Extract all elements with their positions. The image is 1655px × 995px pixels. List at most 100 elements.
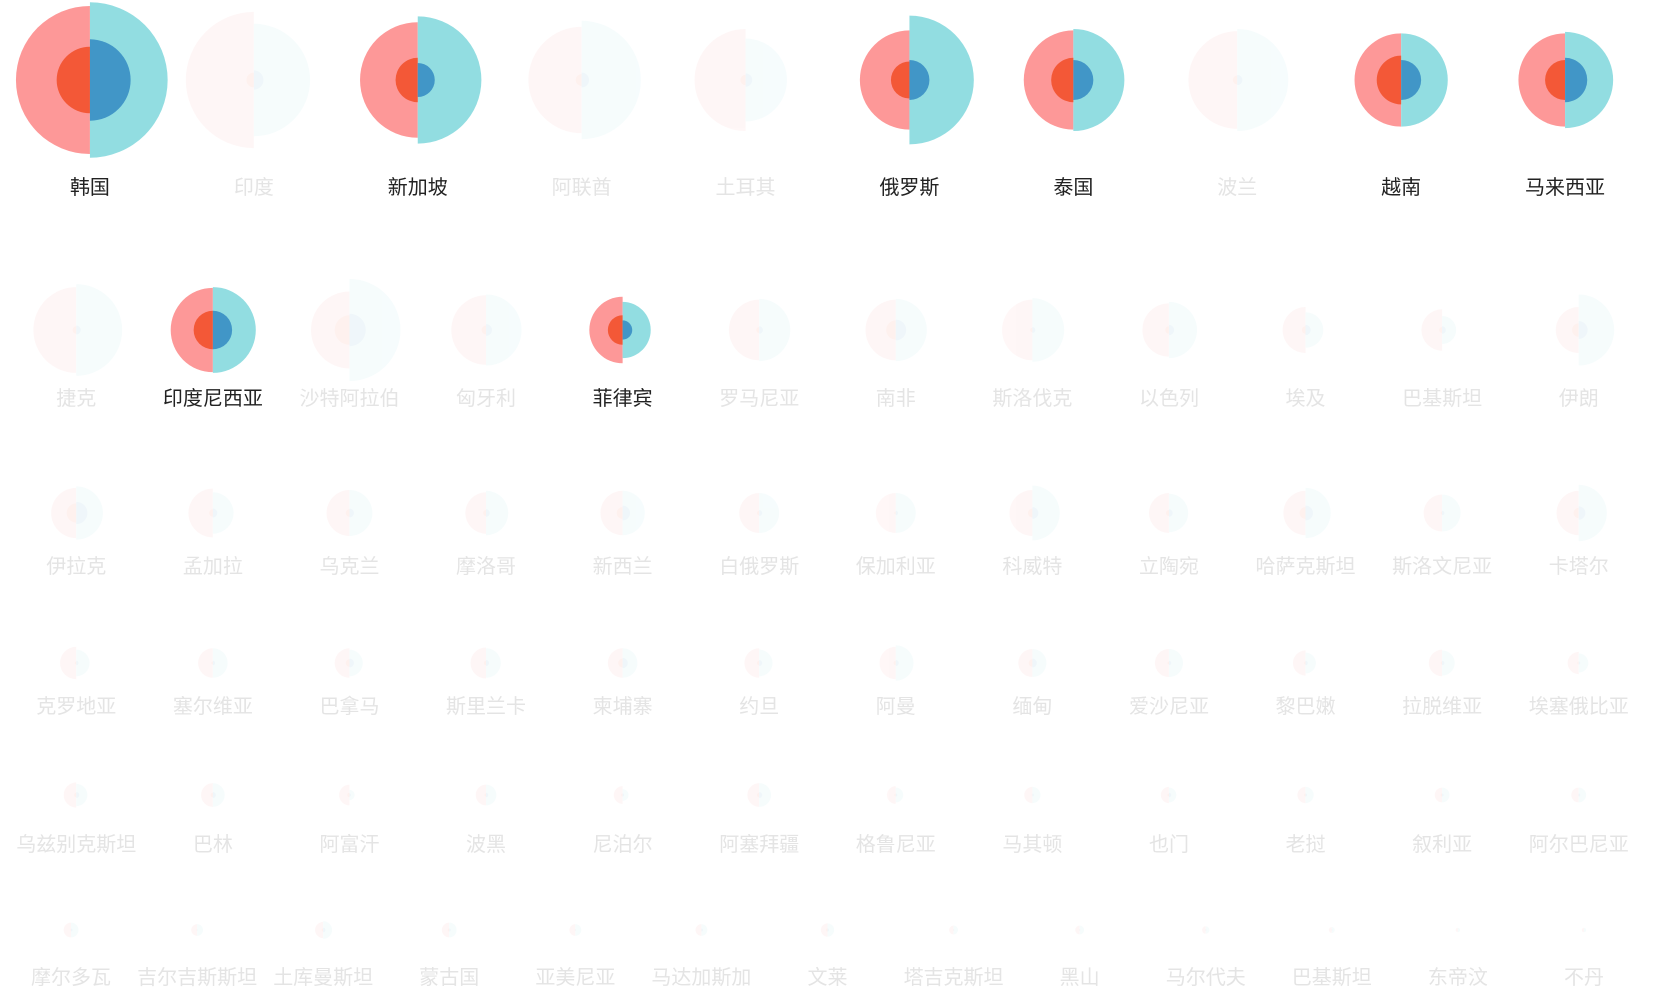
outer-left-half [694,28,746,132]
outer-right-half [1442,650,1455,676]
glyph-label: 罗马尼亚 [719,386,799,410]
inner-right-half [1168,660,1172,666]
outer-left-half [1142,303,1169,357]
outer-right-half [1305,652,1316,674]
outer-left-half [1581,927,1584,933]
outer-right-half [1578,653,1589,673]
glyph-62 [569,924,582,936]
outer-right-half [197,924,204,936]
glyph-1 [185,11,311,149]
outer-left-half [1518,33,1566,127]
outer-right-half [1401,33,1448,127]
outer-right-half [1305,487,1331,539]
outer-left-half [441,922,450,938]
outer-left-half [1292,650,1306,676]
inner-right-half [212,508,218,518]
inner-left-half [56,46,90,114]
outer-right-half [701,924,708,936]
outer-left-half [15,6,90,154]
glyph-label: 黎巴嫩 [1276,694,1336,718]
glyph-label: 东帝汶 [1428,965,1488,989]
outer-right-half [759,493,780,533]
glyph-label: 斯里兰卡 [446,694,526,718]
glyph-label: 印度 [234,175,274,199]
glyph-label: 泰国 [1053,175,1093,199]
glyph-50 [613,786,629,804]
outer-left-half [1018,648,1033,678]
inner-left-half [621,793,623,797]
glyph-68 [1328,927,1335,933]
glyph-2 [360,16,482,144]
inner-right-half [349,658,354,668]
glyph-63 [695,924,708,936]
inner-right-half [1442,326,1446,334]
inner-left-half [1165,510,1169,516]
glyph-label: 埃塞俄比亚 [1529,694,1629,718]
glyph-53 [1024,786,1041,804]
glyph-label: 黑山 [1060,965,1100,989]
inner-right-half [895,793,898,797]
glyph-41 [1018,648,1047,678]
outer-left-half [865,299,896,361]
outer-right-half [1032,786,1041,804]
outer-left-half [33,287,77,373]
outer-right-half [253,23,311,137]
inner-left-half [1573,507,1579,519]
inner-left-half [345,509,350,517]
glyph-label: 阿曼 [876,694,916,718]
outer-right-half [622,789,629,801]
inner-left-half [1167,661,1169,665]
outer-left-half [310,291,350,369]
glyph-label: 巴拿马 [319,694,379,718]
inner-right-half [701,928,703,932]
inner-right-half [486,324,492,336]
glyph-label: 马来西亚 [1525,175,1605,199]
inner-left-half [481,325,487,335]
glyph-label: 不丹 [1564,965,1604,989]
glyph-54 [1160,786,1177,804]
inner-left-half [1304,793,1306,797]
inner-left-half [1304,661,1306,665]
inner-left-half [1577,794,1579,796]
inner-right-half [622,505,631,521]
glyph-label: 老挝 [1286,832,1326,856]
glyph-40 [879,645,914,681]
outer-right-half [895,298,927,362]
glyph-label: 也门 [1149,832,1189,856]
glyph-64 [820,923,835,937]
inner-left-half [1204,929,1206,931]
outer-right-half [1205,926,1210,934]
glyph-49 [475,784,497,806]
glyph-label: 新西兰 [593,554,653,578]
outer-left-half [465,492,487,534]
inner-right-half [1205,929,1207,931]
glyph-label: 约旦 [739,694,779,718]
glyph-label: 沙特阿拉伯 [299,386,399,410]
glyph-label: 匈牙利 [456,386,516,410]
inner-right-half [895,319,907,341]
inner-left-half [826,928,828,932]
outer-left-half [1202,926,1206,934]
glyph-47 [201,783,225,807]
inner-left-half [484,793,487,797]
glyph-48 [339,784,355,806]
inner-left-half [209,509,213,517]
outer-right-half [622,648,638,678]
outer-left-half [63,922,72,938]
outer-right-half [1442,494,1461,532]
inner-left-half [575,74,582,86]
outer-right-half [1168,648,1184,678]
inner-left-half [700,929,702,931]
outer-right-half [759,649,773,677]
glyph-label: 哈萨克斯坦 [1256,554,1356,578]
outer-left-half [1455,927,1458,933]
outer-right-half [581,20,641,140]
glyph-36 [334,648,363,678]
inner-left-half [74,792,77,798]
inner-right-half [89,39,131,121]
outer-right-half [895,787,904,803]
inner-left-half [1030,327,1033,333]
inner-right-half [1565,57,1588,103]
inner-right-half [417,62,435,98]
glyph-label: 韩国 [70,175,110,199]
